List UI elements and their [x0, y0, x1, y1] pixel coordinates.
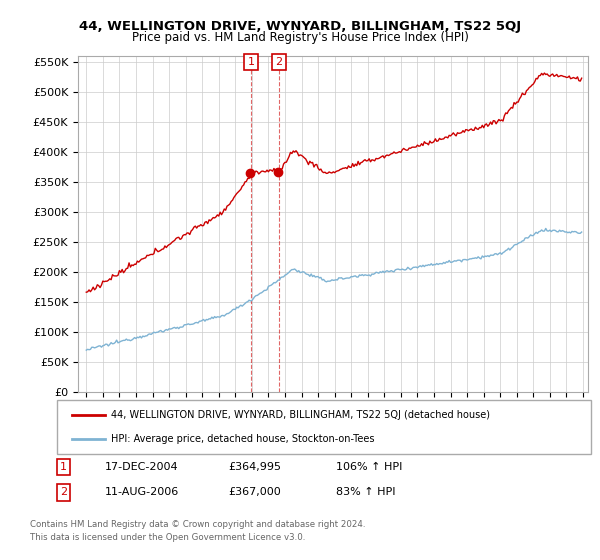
- Text: 106% ↑ HPI: 106% ↑ HPI: [336, 462, 403, 472]
- Text: £367,000: £367,000: [228, 487, 281, 497]
- Text: 1: 1: [60, 462, 67, 472]
- Text: 2: 2: [60, 487, 67, 497]
- Text: £364,995: £364,995: [228, 462, 281, 472]
- Text: This data is licensed under the Open Government Licence v3.0.: This data is licensed under the Open Gov…: [30, 533, 305, 542]
- Text: Price paid vs. HM Land Registry's House Price Index (HPI): Price paid vs. HM Land Registry's House …: [131, 31, 469, 44]
- Text: 1: 1: [248, 57, 254, 67]
- Text: HPI: Average price, detached house, Stockton-on-Tees: HPI: Average price, detached house, Stoc…: [111, 434, 374, 444]
- Text: 17-DEC-2004: 17-DEC-2004: [105, 462, 179, 472]
- Text: 83% ↑ HPI: 83% ↑ HPI: [336, 487, 395, 497]
- Text: 44, WELLINGTON DRIVE, WYNYARD, BILLINGHAM, TS22 5QJ: 44, WELLINGTON DRIVE, WYNYARD, BILLINGHA…: [79, 20, 521, 32]
- Text: 11-AUG-2006: 11-AUG-2006: [105, 487, 179, 497]
- Text: 2: 2: [275, 57, 283, 67]
- Text: 44, WELLINGTON DRIVE, WYNYARD, BILLINGHAM, TS22 5QJ (detached house): 44, WELLINGTON DRIVE, WYNYARD, BILLINGHA…: [111, 410, 490, 420]
- Text: Contains HM Land Registry data © Crown copyright and database right 2024.: Contains HM Land Registry data © Crown c…: [30, 520, 365, 529]
